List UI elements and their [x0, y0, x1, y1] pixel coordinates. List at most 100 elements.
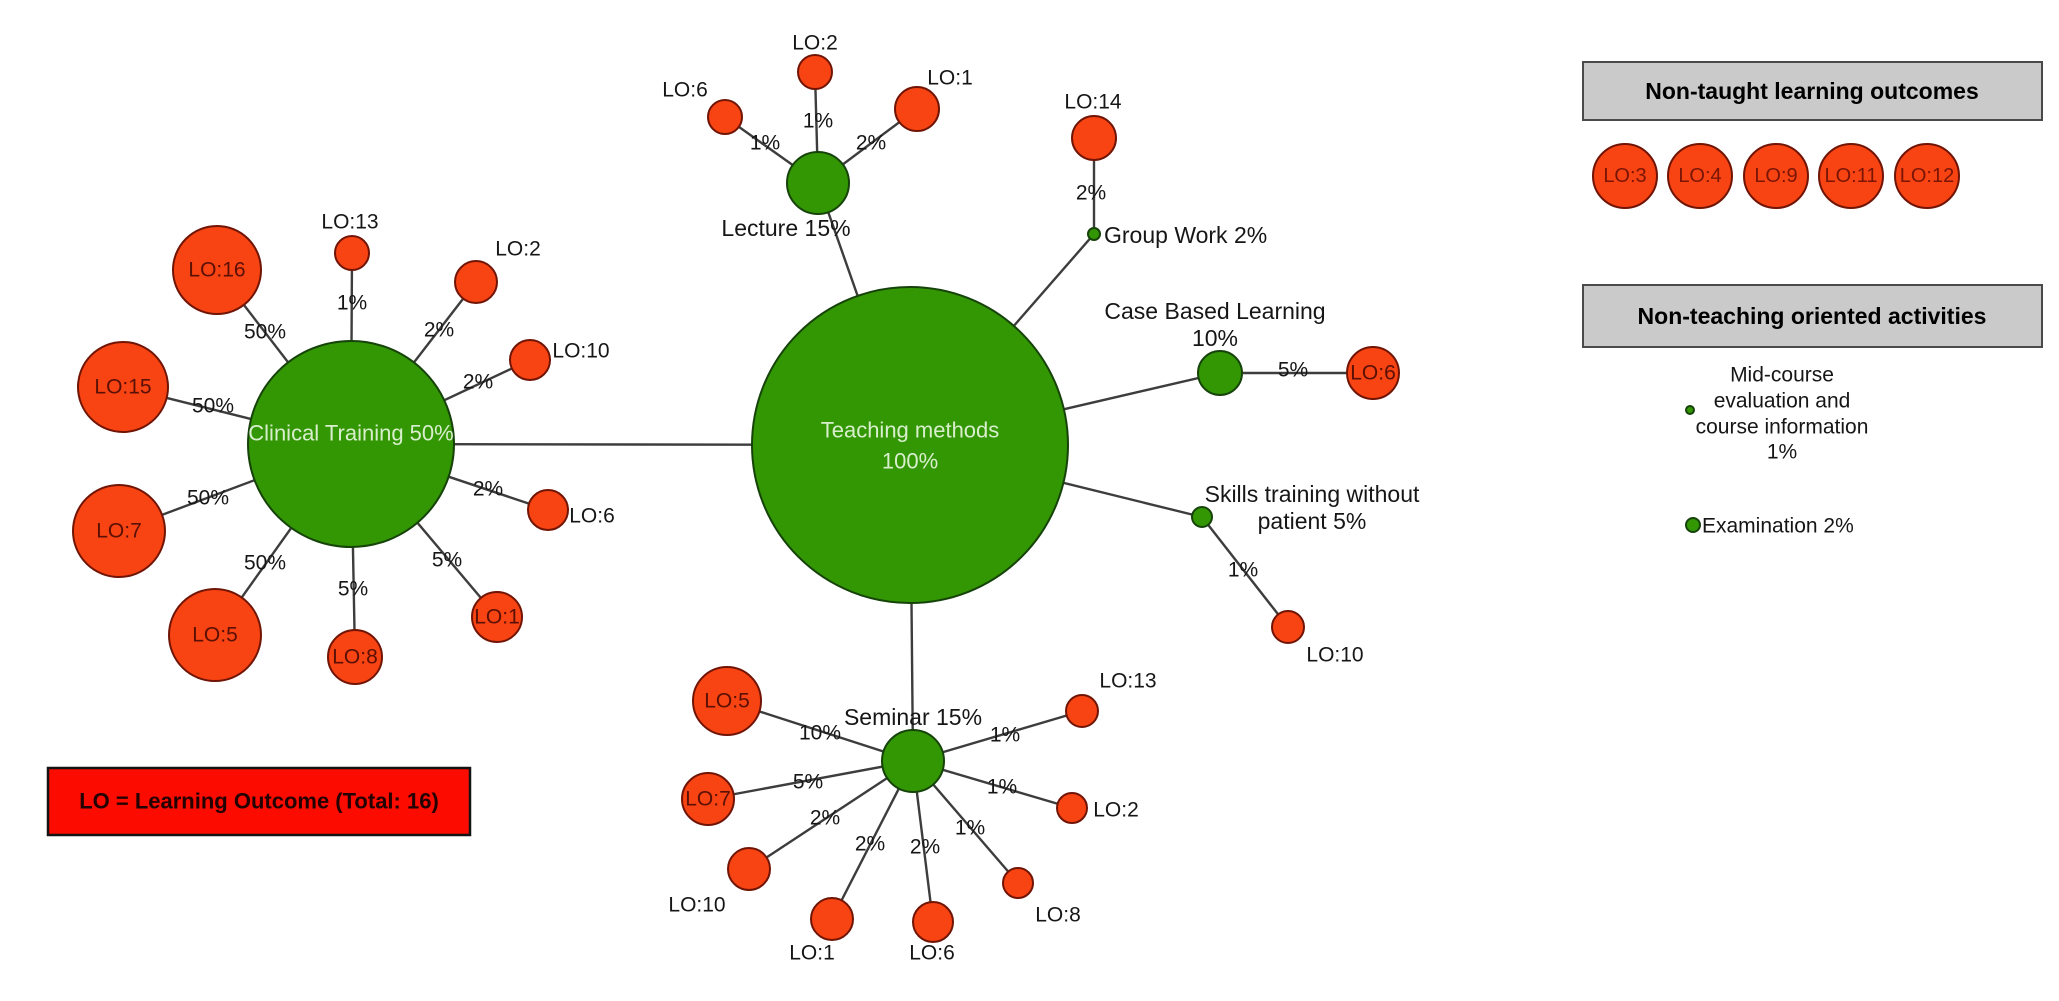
non-teaching-header-box [1582, 284, 2043, 348]
seminar-lo10-percent: 2% [810, 807, 840, 830]
skills-node [1191, 506, 1213, 528]
non-taught-title: Non-taught learning outcomes [1645, 78, 1979, 104]
non-teaching-title: Non-teaching oriented activities [1638, 303, 1987, 329]
edge [707, 759, 914, 801]
non-taught-lo3-label: LO:3 [1603, 165, 1646, 187]
lecture-labels: LO:6 LO:2 LO:1 1% 1% 2% [662, 32, 973, 155]
seminar-lo13-label: LO:13 [1099, 670, 1156, 693]
non-taught-lo11-label: LO:11 [1825, 165, 1878, 187]
clinical-lo13-node [334, 235, 370, 271]
legend: LO = Learning Outcome (Total: 16) [46, 766, 472, 837]
legend-box [46, 766, 472, 837]
mid-course-dot [1685, 405, 1695, 415]
seminar-lo8-label: LO:8 [1035, 904, 1081, 927]
seminar-lo1-node [810, 897, 854, 941]
lecture-lo1-percent: 2% [856, 132, 886, 155]
clinical-lo10-node [509, 339, 551, 381]
groupwork-label: Group Work 2% [1104, 222, 1267, 248]
mid-course-line4: 1% [1767, 441, 1797, 464]
clinical-lo10-label: LO:10 [552, 340, 609, 363]
mid-course-line3: course information [1696, 416, 1869, 439]
non-taught-lo4-label: LO:4 [1678, 165, 1721, 187]
clinical-lo5-node [168, 588, 262, 682]
legend-text: LO = Learning Outcome (Total: 16) [79, 789, 439, 814]
seminar-lo8-percent: 1% [955, 817, 985, 840]
casebased-label-line1: Case Based Learning [1104, 298, 1325, 324]
seminar-lo7-node [681, 772, 735, 826]
clinical-label: Clinical Training 50% [248, 421, 453, 446]
clinical-lo5-percent: 50% [244, 552, 286, 575]
skills-label-line1: Skills training without [1205, 481, 1420, 507]
clinical-lo10-percent: 2% [463, 371, 493, 394]
skills-labels: LO:10 1% [1228, 559, 1364, 667]
lecture-lo2-percent: 1% [803, 110, 833, 133]
seminar-lo2-label: LO:2 [1093, 799, 1139, 822]
seminar-lo7-percent: 5% [793, 771, 823, 794]
central-node [751, 286, 1069, 604]
non-taught-lo12-node [1894, 143, 1960, 209]
seminar-lo8-node [1002, 867, 1034, 899]
groupwork-lo14-percent: 2% [1076, 182, 1106, 205]
skills-edges [1201, 516, 1289, 628]
non-taught-lo4-node [1667, 143, 1733, 209]
non-taught-lo3-node [1592, 143, 1658, 209]
clinical-lo7-label: LO:7 [96, 520, 142, 543]
seminar-lo10-node [727, 847, 771, 891]
casebased-lo6-label: LO:6 [1350, 362, 1396, 385]
examination-dot [1685, 517, 1701, 533]
clinical-lo16-percent: 50% [244, 321, 286, 344]
casebased-labels: LO:6 5% [1278, 359, 1396, 385]
non-taught-header-box [1582, 61, 2043, 121]
clinical-lo1-label: LO:1 [474, 606, 520, 629]
groupwork-lo14-label: LO:14 [1064, 91, 1122, 114]
groupwork-lo14-node [1071, 115, 1117, 161]
skills-lo10-label: LO:10 [1306, 644, 1363, 667]
clinical-lo2-node [454, 260, 498, 304]
lecture-satellites [707, 54, 940, 135]
lecture-lo6-percent: 1% [750, 132, 780, 155]
clinical-lo7-node [72, 484, 166, 578]
edge [748, 759, 914, 871]
lecture-lo1-label: LO:1 [927, 67, 973, 90]
seminar-lo13-node [1065, 694, 1099, 728]
seminar-lo10-label: LO:10 [668, 894, 725, 917]
edge [1201, 516, 1289, 628]
seminar-lo7-label: LO:7 [685, 788, 731, 811]
clinical-lo7-percent: 50% [187, 487, 229, 510]
seminar-lo6-label: LO:6 [909, 942, 955, 965]
skills-lo10-percent: 1% [1228, 559, 1258, 582]
seminar-label: Seminar 15% [844, 704, 982, 730]
non-taught-lo9-label: LO:9 [1754, 165, 1797, 187]
non-taught-lo9-node [1743, 143, 1809, 209]
mid-course-line2: evaluation and [1714, 390, 1851, 413]
non-teaching-panel: Non-teaching oriented activities Mid-cou… [1582, 284, 2043, 538]
seminar-lo1-percent: 2% [855, 833, 885, 856]
lecture-lo6-node [707, 99, 743, 135]
seminar-lo6-node [912, 901, 954, 943]
lecture-lo2-label: LO:2 [792, 32, 838, 55]
lecture-label: Lecture 15% [721, 215, 850, 241]
non-taught-lo11-node [1818, 143, 1884, 209]
lecture-node [786, 151, 850, 215]
clinical-lo6-node [527, 489, 569, 531]
clinical-satellites [72, 225, 569, 685]
seminar-lo5-percent: 10% [799, 722, 841, 745]
seminar-lo2-node [1056, 792, 1088, 824]
mid-course-line1: Mid-course [1730, 364, 1834, 387]
seminar-lo5-label: LO:5 [704, 690, 750, 713]
clinical-lo15-percent: 50% [192, 395, 234, 418]
casebased-label-line2: 10% [1192, 325, 1238, 351]
clinical-lo1-node [471, 591, 523, 643]
clinical-labels: LO:16 LO:15 LO:7 LO:5 LO:13 LO:2 LO:10 L… [94, 211, 614, 669]
clinical-lo13-percent: 1% [337, 292, 367, 315]
casebased-lo6-percent: 5% [1278, 359, 1308, 382]
seminar-satellites [681, 666, 1099, 943]
seminar-lo5-node [692, 666, 762, 736]
casebased-lo6-node [1346, 346, 1400, 400]
non-taught-lo12-label: LO:12 [1900, 165, 1954, 187]
clinical-lo2-label: LO:2 [495, 238, 541, 261]
seminar-lo1-label: LO:1 [789, 942, 835, 965]
clinical-lo16-label: LO:16 [188, 259, 245, 282]
